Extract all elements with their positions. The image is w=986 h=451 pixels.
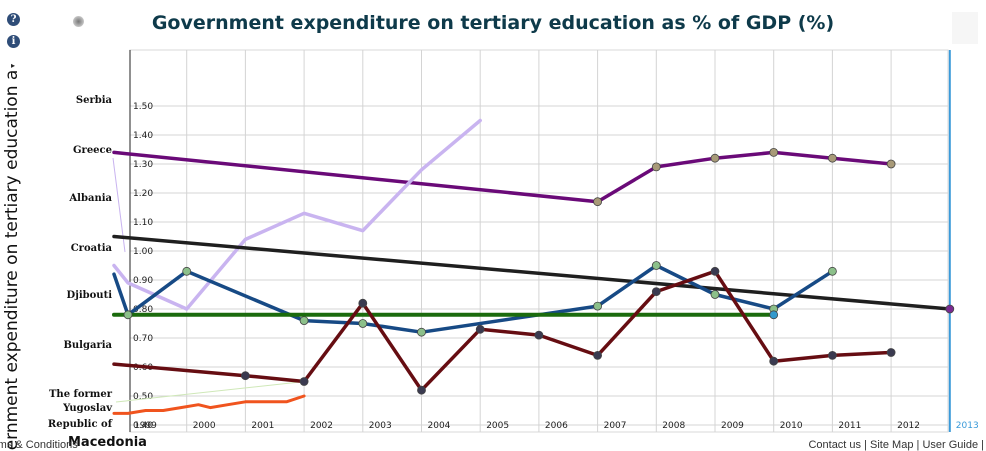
data-point (593, 197, 602, 207)
y-tick-label: 1.30 (133, 160, 153, 170)
x-tick-label: 2011 (838, 421, 861, 431)
data-point (123, 310, 133, 320)
data-point (475, 324, 485, 334)
data-point (945, 304, 955, 314)
data-point (886, 348, 896, 357)
series-label: Macedonia (68, 435, 147, 450)
footer-separator: | (981, 439, 984, 451)
footer-separator: | (916, 439, 920, 451)
data-point (651, 287, 661, 297)
series-label: The former (49, 389, 113, 400)
x-tick-label: 2004 (428, 421, 451, 431)
x-tick-label: 2000 (193, 421, 216, 431)
data-point (769, 310, 779, 320)
x-tick-label: 2010 (780, 421, 803, 431)
y-tick-label: 1.50 (133, 102, 153, 112)
series-label: Serbia (76, 95, 113, 106)
x-tick-label: 2001 (251, 421, 274, 431)
footer: rms & Conditions Contact us | Site Map |… (0, 439, 986, 451)
loading-icon (73, 16, 84, 27)
footer-links: Contact us | Site Map | User Guide | (808, 439, 984, 451)
data-point (358, 298, 368, 308)
series-label: Greece (73, 145, 112, 156)
x-tick-label: 2002 (310, 421, 333, 431)
contact-us-link[interactable]: Contact us (808, 439, 862, 451)
series-label: Albania (68, 193, 112, 204)
x-tick-label: 2013 (956, 421, 979, 431)
y-tick-label: 1.00 (133, 247, 153, 257)
x-tick-label: 2009 (721, 421, 744, 431)
series-label: Croatia (71, 243, 113, 254)
data-point (710, 153, 720, 163)
data-point (593, 350, 602, 360)
y-tick-label: 1.20 (133, 189, 153, 199)
x-tick-label: 2006 (545, 421, 568, 431)
series-line (112, 234, 952, 311)
series-label: Bulgaria (63, 340, 112, 351)
data-point (358, 319, 368, 328)
data-point (417, 385, 426, 395)
x-tick-label: 2003 (369, 421, 392, 431)
data-point (769, 147, 779, 157)
series-line (112, 394, 306, 415)
y-tick-label: 1.40 (133, 131, 153, 141)
data-point (828, 350, 837, 360)
data-point (593, 301, 602, 311)
x-tick-label: 2008 (662, 421, 685, 431)
y-tick-label: 0.50 (133, 392, 153, 402)
footer-separator: | (864, 439, 867, 451)
x-tick-label: 2005 (486, 421, 509, 431)
data-point (769, 356, 779, 366)
y-tick-label: 0.80 (133, 305, 153, 315)
chart-title: Government expenditure on tertiary educa… (151, 12, 835, 34)
data-point (886, 159, 896, 169)
x-tick-label: 2007 (604, 421, 627, 431)
y-tick-label: 0.40 (133, 421, 153, 431)
data-point (299, 377, 309, 386)
series-label: Republic of (48, 419, 113, 430)
y-tick-label: 0.90 (133, 276, 153, 286)
series-label: Djibouti (67, 290, 113, 301)
y-tick-label: 1.10 (133, 218, 153, 228)
toolbar-placeholder (952, 12, 978, 44)
user-guide-link[interactable]: User Guide (922, 439, 979, 451)
help-icon[interactable]: ? (7, 13, 20, 26)
data-point (417, 327, 426, 337)
data-point (710, 266, 720, 276)
expand-caret-icon[interactable]: ▸ (11, 61, 16, 70)
info-icon[interactable]: i (7, 35, 20, 48)
x-tick-label: 2012 (897, 421, 920, 431)
data-point (299, 316, 309, 326)
data-point (534, 330, 544, 340)
data-point (651, 261, 661, 270)
data-point (828, 153, 837, 163)
data-point (828, 266, 837, 276)
y-axis-label: ernment expenditure on tertiary educatio… (2, 69, 22, 451)
series-label: Yugoslav (62, 403, 113, 414)
data-point (651, 162, 661, 172)
macedonia-label-connector (115, 381, 301, 403)
terms-link[interactable]: rms & Conditions (0, 439, 78, 451)
data-point (182, 266, 192, 276)
y-tick-label: 0.70 (133, 334, 153, 344)
data-point (240, 371, 250, 381)
data-point (710, 290, 720, 299)
series-line (112, 118, 482, 311)
site-map-link[interactable]: Site Map (870, 439, 914, 451)
x-tick-label: 1999 (134, 421, 157, 431)
